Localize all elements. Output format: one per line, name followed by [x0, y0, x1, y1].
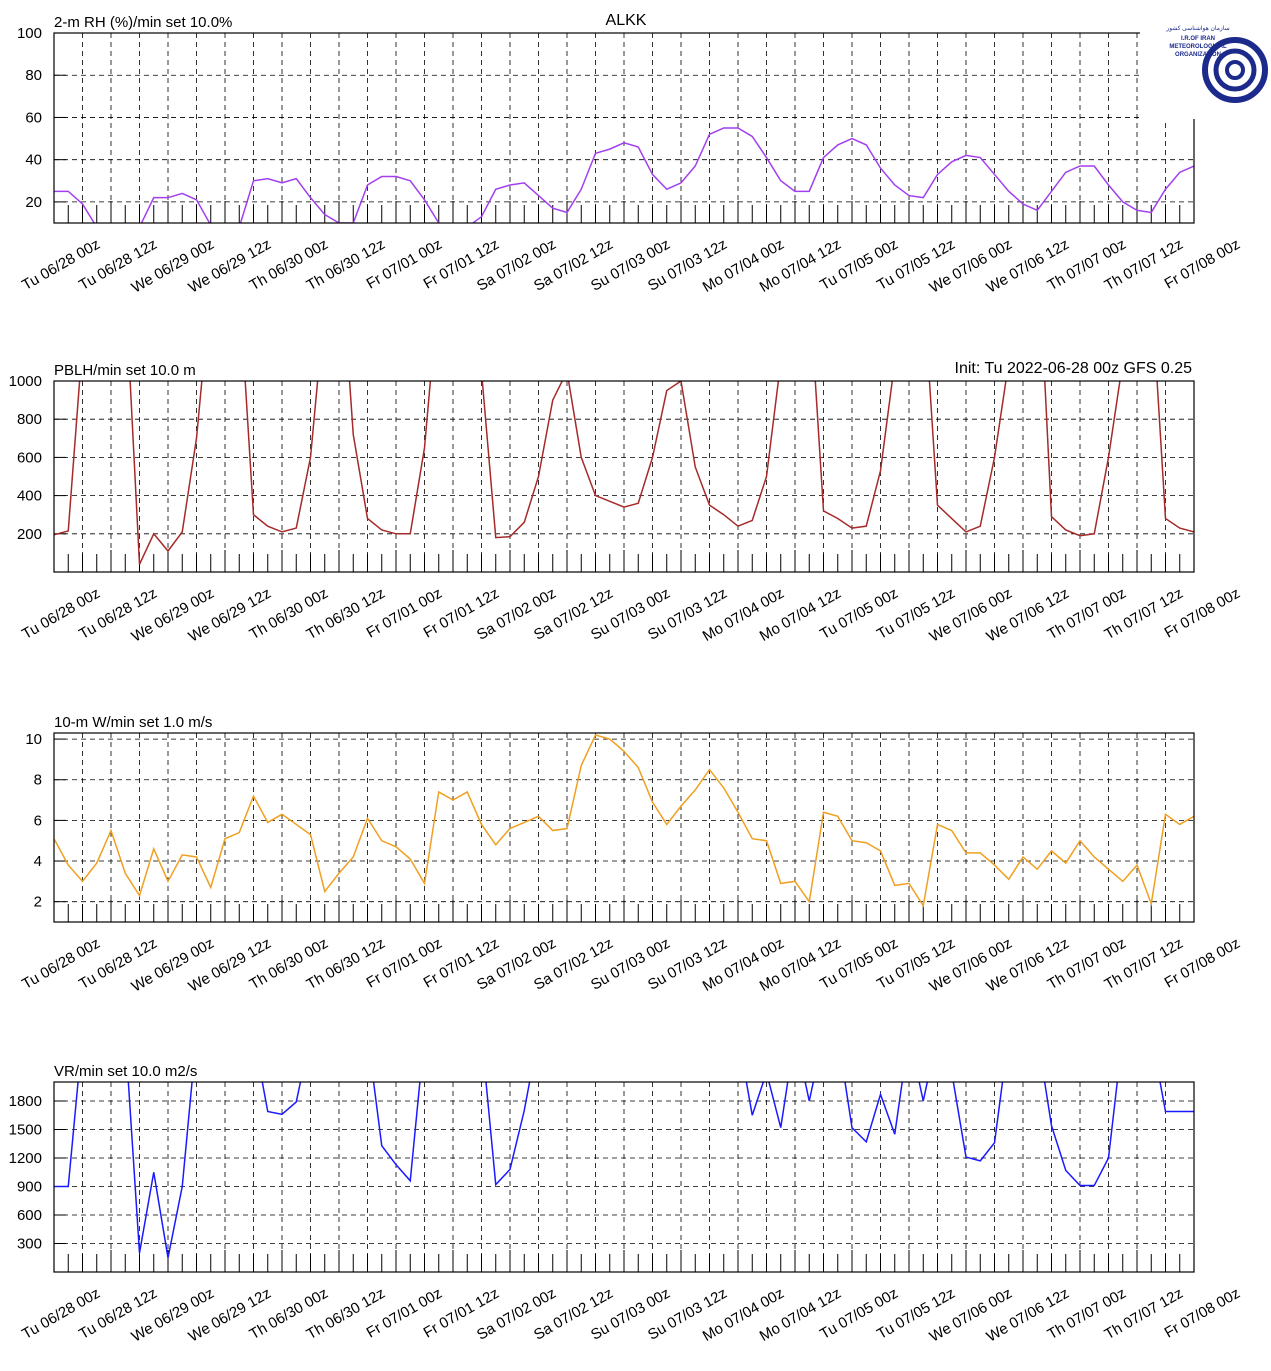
y-tick-label: 800	[17, 411, 42, 428]
y-tick-label: 40	[25, 152, 42, 169]
logo-text: سازمان هواشناسی کشور	[1165, 25, 1229, 32]
logo-ring	[1202, 37, 1268, 103]
logo-text: I.R.OF IRAN	[1181, 36, 1215, 42]
logo: سازمان هواشناسی کشور I.R.OF IRAN METEORO…	[1140, 14, 1270, 119]
logo-text: ORGANIZATION	[1175, 52, 1221, 58]
panel-title: PBLH/min set 10.0 m	[54, 362, 196, 379]
data-line	[54, 381, 1194, 565]
y-tick-label: 400	[17, 488, 42, 505]
y-tick-label: 1800	[9, 1093, 42, 1110]
panel-title: VR/min set 10.0 m2/s	[54, 1063, 197, 1080]
y-tick-label: 300	[17, 1236, 42, 1253]
panel-title: 10-m W/min set 1.0 m/s	[54, 714, 212, 731]
data-line	[54, 734, 1194, 908]
y-tick-label: 1000	[9, 373, 42, 390]
y-tick-label: 6	[34, 812, 42, 829]
y-tick-label: 60	[25, 109, 42, 126]
y-tick-label: 1500	[9, 1122, 42, 1139]
station-label: ALKK	[606, 12, 647, 29]
logo-ring	[1213, 48, 1257, 92]
plot-frame	[53, 32, 1195, 224]
y-tick-label: 2	[34, 894, 42, 911]
data-line	[54, 127, 1194, 223]
y-tick-label: 600	[17, 449, 42, 466]
y-tick-label: 1200	[9, 1150, 42, 1167]
y-tick-label: 100	[17, 25, 42, 42]
y-tick-label: 20	[25, 194, 42, 211]
plot-frame	[53, 732, 1195, 923]
y-tick-label: 80	[25, 67, 42, 84]
y-tick-label: 900	[17, 1179, 42, 1196]
y-tick-label: 600	[17, 1207, 42, 1224]
y-tick-label: 10	[25, 731, 42, 748]
plot-frame	[53, 1081, 1195, 1273]
plot-frame	[53, 380, 1195, 573]
logo-ring	[1225, 60, 1245, 80]
y-tick-label: 4	[34, 853, 42, 870]
panel-title: 2-m RH (%)/min set 10.0%	[54, 14, 232, 31]
y-tick-label: 200	[17, 526, 42, 543]
y-tick-label: 8	[34, 772, 42, 789]
logo-text: METEOROLOGICAL	[1169, 44, 1227, 50]
init-label: Init: Tu 2022-06-28 00z GFS 0.25	[955, 360, 1193, 377]
